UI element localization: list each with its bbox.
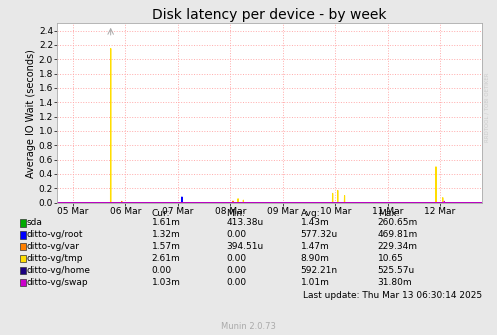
Text: ditto-vg/root: ditto-vg/root (26, 230, 83, 239)
Text: Avg:: Avg: (301, 209, 320, 218)
Text: 592.21n: 592.21n (301, 266, 338, 275)
Text: 260.65m: 260.65m (378, 218, 418, 227)
Text: 469.81m: 469.81m (378, 230, 418, 239)
Text: Max:: Max: (378, 209, 399, 218)
Text: 0.00: 0.00 (226, 278, 246, 287)
Text: 413.38u: 413.38u (226, 218, 263, 227)
Text: 0.00: 0.00 (152, 266, 171, 275)
Text: ditto-vg/var: ditto-vg/var (26, 242, 80, 251)
Text: 31.80m: 31.80m (378, 278, 413, 287)
Text: RRDTOOL / TOBI OETIKER: RRDTOOL / TOBI OETIKER (485, 72, 490, 142)
Text: 2.61m: 2.61m (152, 254, 180, 263)
Text: 1.57m: 1.57m (152, 242, 180, 251)
Text: 0.00: 0.00 (226, 230, 246, 239)
Text: 394.51u: 394.51u (226, 242, 263, 251)
Text: 0.00: 0.00 (226, 254, 246, 263)
Text: 577.32u: 577.32u (301, 230, 338, 239)
Text: 525.57u: 525.57u (378, 266, 415, 275)
Text: 1.01m: 1.01m (301, 278, 330, 287)
Text: Min:: Min: (226, 209, 245, 218)
Y-axis label: Average IO Wait (seconds): Average IO Wait (seconds) (26, 49, 36, 178)
Text: 8.90m: 8.90m (301, 254, 330, 263)
Text: Last update: Thu Mar 13 06:30:14 2025: Last update: Thu Mar 13 06:30:14 2025 (303, 291, 482, 300)
Text: ditto-vg/home: ditto-vg/home (26, 266, 90, 275)
Text: 0.00: 0.00 (226, 266, 246, 275)
Text: 10.65: 10.65 (378, 254, 404, 263)
Text: 1.61m: 1.61m (152, 218, 180, 227)
Text: 1.03m: 1.03m (152, 278, 180, 287)
Text: ditto-vg/swap: ditto-vg/swap (26, 278, 88, 287)
Text: 1.43m: 1.43m (301, 218, 330, 227)
Text: ditto-vg/tmp: ditto-vg/tmp (26, 254, 83, 263)
Text: Cur:: Cur: (152, 209, 170, 218)
Text: 1.32m: 1.32m (152, 230, 180, 239)
Title: Disk latency per device - by week: Disk latency per device - by week (153, 8, 387, 22)
Text: 1.47m: 1.47m (301, 242, 330, 251)
Text: sda: sda (26, 218, 42, 227)
Text: 229.34m: 229.34m (378, 242, 417, 251)
Text: Munin 2.0.73: Munin 2.0.73 (221, 322, 276, 331)
